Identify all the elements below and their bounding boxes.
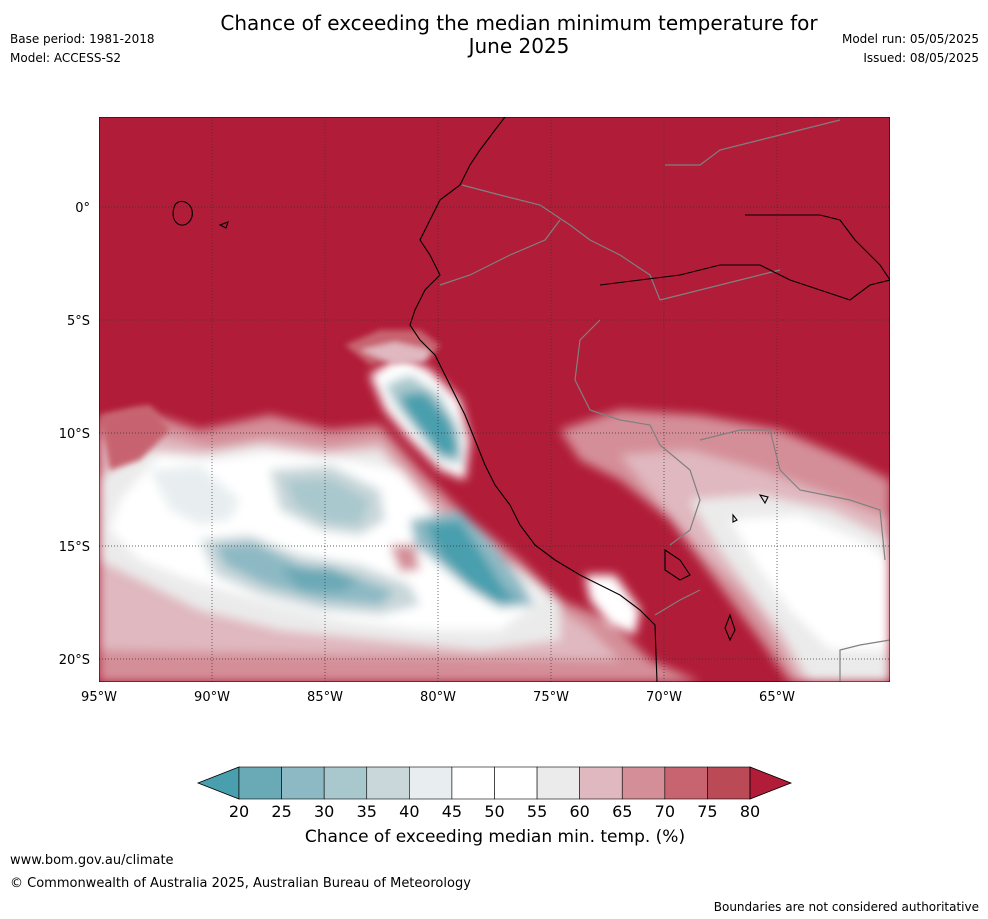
model-name: Model: ACCESS-S2 xyxy=(10,51,122,65)
lat-label: 15°S xyxy=(59,540,90,555)
colorbar-segment xyxy=(494,766,538,800)
issued-date: Issued: 08/05/2025 xyxy=(863,51,979,65)
colorbar-segment xyxy=(238,766,282,800)
footer-url: www.bom.gov.au/climate xyxy=(10,853,174,868)
colorbar-tick-labels: 20 25 30 35 40 45 50 55 60 65 70 75 80 xyxy=(229,802,760,821)
colorbar-segment xyxy=(536,766,580,800)
colorbar-extension-low xyxy=(196,766,240,800)
colorbar-tick-label: 80 xyxy=(740,802,760,821)
colorbar-tick-label: 40 xyxy=(399,802,419,821)
colorbar-extension-high xyxy=(749,766,793,800)
lon-label: 75°W xyxy=(533,690,569,705)
graticule xyxy=(99,117,890,682)
interior-anomaly-region xyxy=(560,410,890,682)
lon-label: 95°W xyxy=(81,690,117,705)
lat-label: 10°S xyxy=(59,427,90,442)
coastal-anomaly-bands xyxy=(100,330,440,470)
lat-label: 20°S xyxy=(59,653,90,668)
colorbar-segment xyxy=(621,766,666,800)
colorbar-segment xyxy=(579,766,623,800)
colorbar xyxy=(196,766,793,800)
colorbar-tick-label: 65 xyxy=(612,802,632,821)
country-boundaries xyxy=(439,119,890,682)
colorbar-tick-label: 30 xyxy=(314,802,334,821)
colorbar-tick-label: 35 xyxy=(357,802,377,821)
map-title: Chance of exceeding the median minimum t… xyxy=(150,12,888,58)
footer-note: Boundaries are not considered authoritat… xyxy=(713,900,979,914)
title-line-1: Chance of exceeding the median minimum t… xyxy=(220,11,818,35)
base-period: Base period: 1981-2018 xyxy=(10,32,155,46)
colorbar-segment xyxy=(366,766,410,800)
colorbar-segment xyxy=(281,766,325,800)
colorbar-label: Chance of exceeding median min. temp. (%… xyxy=(304,827,686,847)
colorbar-tick-label: 45 xyxy=(442,802,462,821)
coastlines xyxy=(172,117,890,682)
colorbar-tick-label: 70 xyxy=(655,802,675,821)
latitude-labels: 0° 5°S 10°S 15°S 20°S xyxy=(59,201,90,668)
footer-copyright: © Commonwealth of Australia 2025, Austra… xyxy=(10,876,471,891)
colorbar-segment xyxy=(409,766,453,800)
lon-label: 90°W xyxy=(194,690,230,705)
lon-label: 85°W xyxy=(307,690,343,705)
longitude-labels: 95°W 90°W 85°W 80°W 75°W 70°W 65°W xyxy=(81,690,795,705)
colorbar-tick-label: 50 xyxy=(484,802,504,821)
colorbar-segment xyxy=(707,766,751,800)
lon-label: 70°W xyxy=(646,690,682,705)
colorbar-tick-label: 25 xyxy=(271,802,291,821)
colorbar-tick-label: 60 xyxy=(569,802,589,821)
model-run: Model run: 05/05/2025 xyxy=(841,32,979,46)
colorbar-segment xyxy=(451,766,495,800)
colorbar-segment xyxy=(323,766,368,800)
lon-label: 65°W xyxy=(759,690,795,705)
lon-label: 80°W xyxy=(420,690,456,705)
colorbar-segment xyxy=(664,766,708,800)
title-line-2: June 2025 xyxy=(468,34,570,58)
lat-label: 0° xyxy=(75,201,90,216)
lat-label: 5°S xyxy=(67,314,90,329)
colorbar-tick-label: 75 xyxy=(697,802,717,821)
colorbar-tick-label: 55 xyxy=(527,802,547,821)
colorbar-tick-label: 20 xyxy=(229,802,249,821)
map-panel xyxy=(99,117,890,682)
